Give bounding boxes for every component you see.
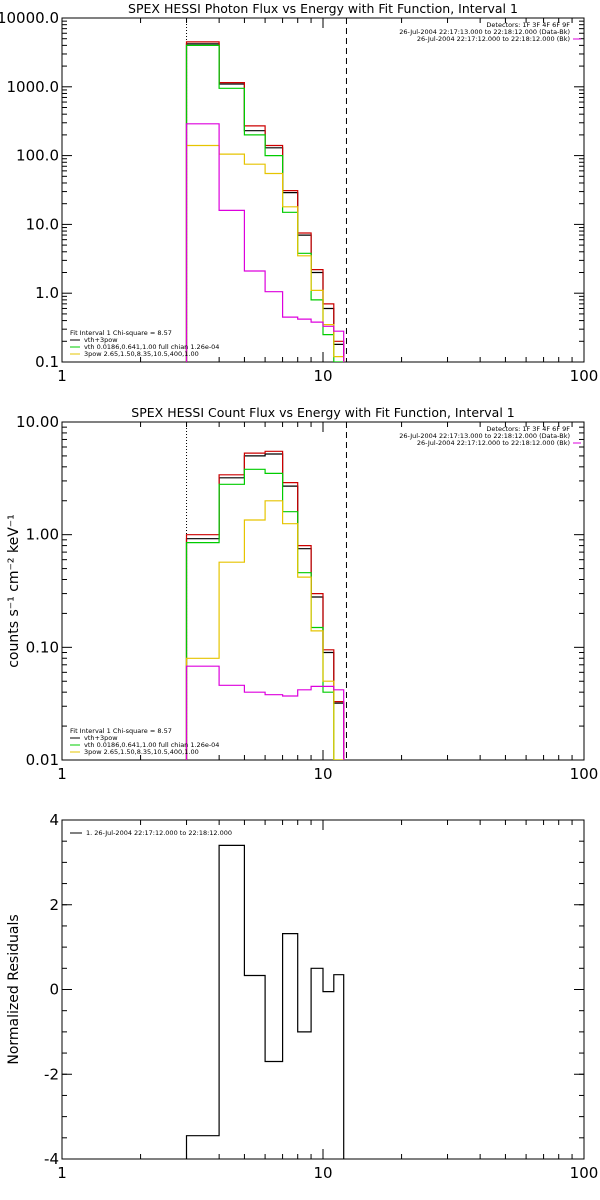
chart-title: SPEX HESSI Count Flux vs Energy with Fit… [131, 405, 514, 420]
series-line-2 [185, 41, 345, 362]
y-tick-label: -4 [44, 1150, 59, 1168]
plot-frame [61, 421, 585, 761]
annotation-line: 26-Jul-2004 22:17:12.000 to 22:18:12.000… [417, 35, 570, 43]
annotation-line: Detectors: 1F 3F 4F 6F 9F [486, 425, 570, 433]
series-line-3 [185, 44, 345, 362]
y-tick-label: 0.01 [26, 751, 59, 769]
y-tick-label: 1.0 [35, 284, 59, 302]
legend-label: vth+3pow [84, 734, 118, 742]
annotation-line: 26-Jul-2004 22:17:13.000 to 22:18:12.000… [399, 432, 570, 440]
series-line-2 [185, 450, 345, 760]
y-tick-label: 0 [49, 981, 59, 999]
x-tick-label: 100 [570, 765, 599, 783]
y-tick-label: 1000.0 [7, 78, 60, 96]
x-tick-label: 1 [57, 367, 67, 385]
series-group [185, 450, 345, 760]
y-tick-label: 10000.0 [0, 9, 59, 27]
y-tick-label: 0.10 [26, 638, 59, 656]
legend-label: 1. 26-Jul-2004 22:17:12.000 to 22:18:12.… [86, 829, 232, 837]
x-tick-label: 100 [570, 367, 599, 385]
series-group [185, 41, 345, 362]
legend-label: vth 0.0186,0.641,1.00 full chian 1.26e-0… [84, 343, 219, 351]
annotation-line: 26-Jul-2004 22:17:13.000 to 22:18:12.000… [399, 28, 570, 36]
series-line-5 [185, 123, 345, 362]
x-tick-label: 10 [313, 1164, 332, 1182]
series-line-1 [185, 844, 345, 1159]
x-tick-label: 10 [313, 367, 332, 385]
x-tick-label: 10 [313, 765, 332, 783]
y-tick-label: -2 [44, 1065, 59, 1083]
chart-panel-3: 1 10 100 -4 -2 0 2 4 Normalized Residuals 1. 26-J… [6, 811, 598, 1182]
series-line-4 [185, 144, 345, 362]
series-line-4 [185, 500, 345, 760]
chart-panel-2: SPEX HESSI Count Flux vs Energy with Fit… [6, 405, 598, 783]
legend-header: Fit Interval 1 Chi-square = 8.57 [70, 329, 172, 337]
legend-label: 3pow 2.65,1.50,8.35,10.5,400,1.00 [84, 748, 199, 756]
series-group [185, 844, 345, 1159]
annotation-line: 26-Jul-2004 22:17:12.000 to 22:18:12.000… [417, 439, 570, 447]
series-line-5 [185, 665, 345, 760]
y-tick-label: 1.00 [26, 526, 59, 544]
x-tick-label: 1 [57, 765, 67, 783]
y-tick-label: 10.0 [26, 215, 59, 233]
series-line-1 [185, 43, 345, 362]
y-axis-label: counts s⁻¹ cm⁻² keV⁻¹ [6, 514, 22, 668]
chart-title: SPEX HESSI Photon Flux vs Energy with Fi… [128, 1, 518, 16]
x-tick-label: 100 [570, 1164, 599, 1182]
y-tick-label: 100.0 [16, 147, 59, 165]
legend-header: Fit Interval 1 Chi-square = 8.57 [70, 727, 172, 735]
x-tick-label: 1 [57, 1164, 67, 1182]
series-line-3 [185, 468, 345, 760]
legend-label: vth 0.0186,0.641,1.00 full chian 1.26e-0… [84, 741, 219, 749]
series-line-1 [185, 453, 345, 760]
y-tick-label: 2 [49, 896, 59, 914]
y-tick-label: 4 [49, 811, 59, 829]
y-tick-label: 0.1 [35, 353, 59, 371]
legend-label: vth+3pow [84, 336, 118, 344]
y-tick-label: 10.00 [16, 413, 59, 431]
annotation-line: Detectors: 1F 3F 4F 6F 9F [486, 21, 570, 29]
chart-panel-1: SPEX HESSI Photon Flux vs Energy with Fi… [0, 1, 598, 385]
legend-label: 3pow 2.65,1.50,8.35,10.5,400,1.00 [84, 350, 199, 358]
y-axis-label: Normalized Residuals [6, 914, 22, 1064]
